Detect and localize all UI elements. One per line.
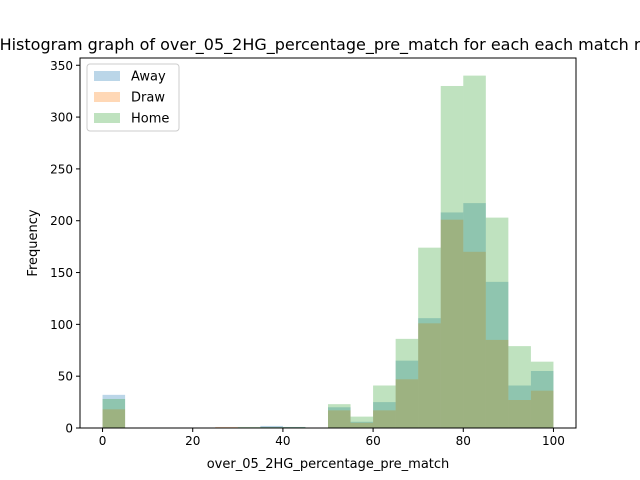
bar-draw-bin-5 <box>215 426 238 428</box>
bar-home-bin-18 <box>508 346 531 428</box>
histogram-bars <box>102 75 554 429</box>
bar-draw-bin-18 <box>508 400 531 428</box>
bar-home-bin-12 <box>373 385 396 428</box>
bar-home-bin-8 <box>282 426 306 428</box>
x-tick-label: 40 <box>275 434 290 448</box>
bar-home-bin-19 <box>530 361 554 428</box>
bar-draw-bin-17 <box>485 339 509 428</box>
bar-away-bin-15 <box>440 212 464 428</box>
bar-draw-bin-14 <box>418 323 441 428</box>
bar-home-bin-11 <box>350 416 374 428</box>
bar-draw-bin-0 <box>102 409 126 428</box>
x-tick-label: 100 <box>542 434 565 448</box>
bar-away-bin-18 <box>508 385 531 428</box>
bar-home-bin-10 <box>328 404 351 428</box>
y-tick-label: 300 <box>50 111 73 125</box>
bar-away-bin-7 <box>260 425 283 428</box>
bar-draw-bin-19 <box>530 390 554 428</box>
x-axis-label: over_05_2HG_percentage_pre_match <box>207 457 450 472</box>
bar-draw-bin-12 <box>373 410 396 428</box>
y-axis-label: Frequency <box>26 209 41 276</box>
bar-home-bin-15 <box>440 85 464 429</box>
bar-draw-bin-16 <box>463 251 486 428</box>
legend: Away Draw Home <box>86 63 180 132</box>
bar-home-bin-13 <box>395 338 419 428</box>
bar-draw-bin-11 <box>350 422 374 428</box>
legend-swatch-home <box>94 113 120 123</box>
y-tick-label: 0 <box>65 422 73 436</box>
x-tick-label: 60 <box>365 434 380 448</box>
bar-away-bin-0 <box>102 394 126 428</box>
bar-home-bin-0 <box>102 398 126 428</box>
legend-label-home: Home <box>131 112 169 127</box>
x-tick-label: 20 <box>185 434 200 448</box>
y-tick-label: 250 <box>50 162 73 176</box>
legend-label-draw: Draw <box>131 91 165 106</box>
bar-draw-bin-15 <box>440 219 464 428</box>
bar-away-bin-12 <box>373 402 396 428</box>
x-tick-label: 0 <box>99 434 107 448</box>
bar-away-bin-8 <box>282 426 306 428</box>
bar-home-bin-17 <box>485 217 509 428</box>
y-tick-label: 200 <box>50 214 73 228</box>
bar-away-bin-19 <box>530 370 554 428</box>
plot-frame <box>79 57 577 429</box>
bar-away-bin-17 <box>485 281 509 428</box>
x-axis-ticks: 0 20 40 60 80 100 <box>99 428 565 448</box>
y-tick-label: 350 <box>50 59 73 73</box>
bar-away-bin-11 <box>350 421 374 428</box>
legend-frame <box>86 63 180 132</box>
legend-label-away: Away <box>131 70 166 85</box>
legend-swatch-away <box>94 71 120 81</box>
legend-swatch-draw <box>94 92 120 102</box>
x-tick-label: 80 <box>456 434 471 448</box>
bar-home-bin-14 <box>418 247 441 428</box>
bar-draw-bin-13 <box>395 379 419 428</box>
bar-away-bin-16 <box>463 203 486 428</box>
bar-away-bin-14 <box>418 318 441 428</box>
y-axis-ticks: 0 50 100 150 200 250 300 350 <box>50 59 80 436</box>
y-tick-label: 100 <box>50 318 73 332</box>
y-tick-label: 150 <box>50 266 73 280</box>
bar-home-bin-16 <box>463 75 486 428</box>
bar-away-bin-13 <box>395 360 419 428</box>
bar-home-bin-6 <box>237 426 261 428</box>
bar-home-bin-7 <box>260 426 283 428</box>
bar-away-bin-10 <box>328 407 351 428</box>
y-tick-label: 50 <box>58 370 73 384</box>
bar-draw-bin-10 <box>328 410 351 428</box>
chart-title: Histogram graph of over_05_2HG_percentag… <box>0 35 640 55</box>
